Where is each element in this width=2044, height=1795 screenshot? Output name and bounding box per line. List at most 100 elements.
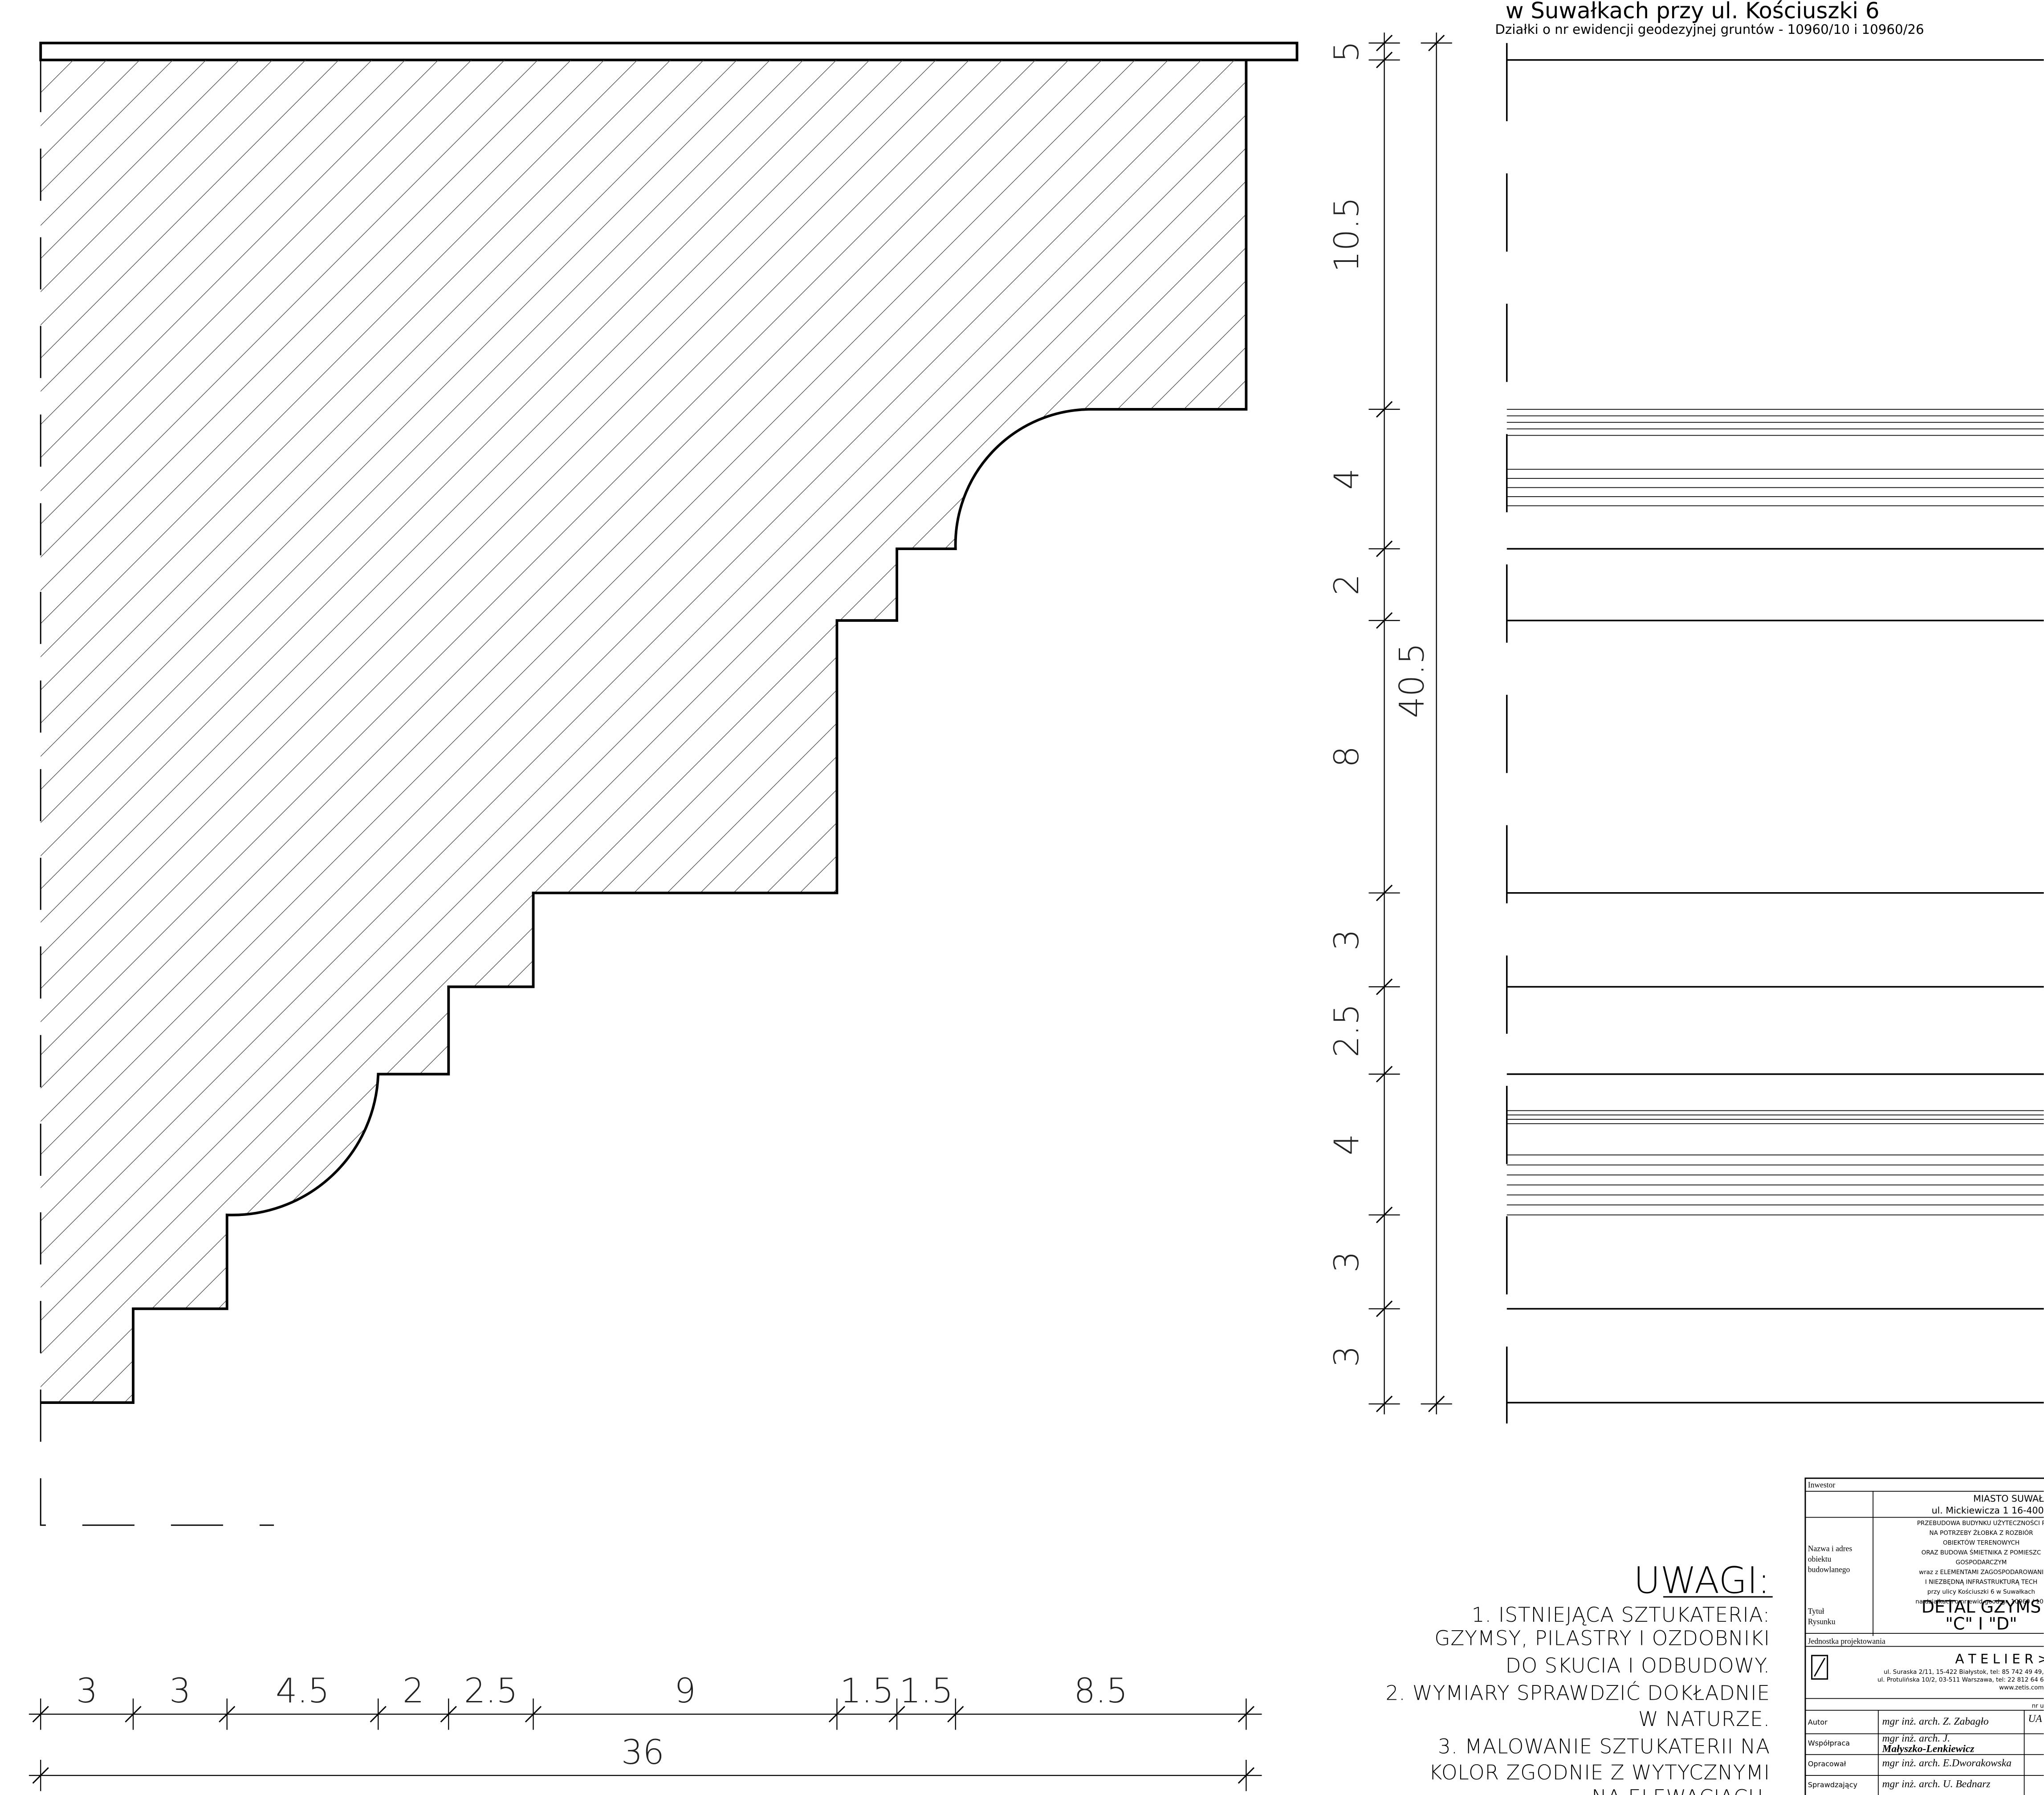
line (219, 1705, 236, 1723)
title-block-text: PRZEBUDOWA BUDYNKU UŻYTECZNOŚCI P (1917, 1519, 2044, 1527)
line (440, 1705, 457, 1723)
line (1376, 401, 1393, 418)
line (370, 1705, 387, 1723)
title-block-text: GOSPODARCZYM (1956, 1559, 2007, 1566)
title-block-text: UA (2028, 1713, 2042, 1725)
title-block-text: Opracował (1808, 1760, 1846, 1768)
title-block-text: ul. Protulińska 10/2, 03-511 Warszawa, t… (1877, 1676, 2044, 1683)
note-line: NA ELEWACJACH. (1592, 1785, 1770, 1795)
hatch (41, 60, 1246, 1403)
header-line: w Suwałkach przy ul. Kościuszki 6 (1506, 0, 1880, 24)
line (125, 1705, 142, 1723)
line (525, 1705, 542, 1723)
title-block-text: na działkach o nr ewid.geod.gr. 10960 / … (1915, 1599, 2044, 1605)
dimension-label: 3 (76, 1671, 98, 1710)
title-block-text: NA POTRZEBY ŻŁOBKA Z ROZBIÓR (1930, 1529, 2033, 1537)
title-block-text: mgr inż. arch. Z. Zabagło (1882, 1716, 1989, 1727)
title-block-text: OBIEKTÓW TERENOWYCH (1943, 1538, 2020, 1546)
title-block-text: ORAZ BUDOWA ŚMIETNIKA Z POMIESZC (1922, 1548, 2041, 1556)
line (1376, 885, 1393, 902)
title-block-text: MIASTO SUWAŁ (1973, 1493, 2044, 1504)
line (1376, 1300, 1393, 1317)
dimension-total: 36 (621, 1732, 664, 1772)
dimension-label: 10.5 (1327, 197, 1366, 272)
line (1238, 1767, 1254, 1784)
title-block-text: I NIEZBĘDNĄ INFRASTRUKTURĄ TECH (1925, 1579, 2037, 1586)
dimension-label: 8 (1327, 746, 1366, 767)
line (1376, 540, 1393, 557)
dimension-label: 2.5 (1327, 1004, 1366, 1057)
title-block-text: Autor (1808, 1718, 1828, 1726)
line (1376, 612, 1393, 629)
title-block-text: www.zetis.com (1999, 1685, 2044, 1691)
title-block-text: Tytuł Rysunku (1808, 1607, 1836, 1626)
line (32, 1767, 49, 1784)
dimension-label: 3 (1327, 929, 1366, 951)
dimension-label: 5 (1327, 41, 1366, 62)
title-block-text: wraz z ELEMENTAMI ZAGOSPODAROWANI (1919, 1569, 2044, 1576)
note-line: 2. WYMIARY SPRAWDZIĆ DOKŁADNIE (1386, 1681, 1770, 1705)
title-block-text: ul. Suraska 2/11, 15-422 Białystok, tel:… (1884, 1669, 2044, 1676)
line (828, 1705, 846, 1723)
elevation (1506, 43, 2044, 1424)
dimensions: 5 10.5 4 2 8 3 2.5 4 3 3 40.5 3 3 4.5 2 2.5 9 1.5 1.5 8.5 36 (29, 33, 1452, 1791)
title-block-text: Nazwa i adres obiektu budowlanego (1808, 1544, 1853, 1574)
line (1376, 978, 1393, 995)
profile (41, 60, 1248, 1404)
title-block-text: A T E L I E R >> (1955, 1651, 2044, 1666)
logo (1814, 1657, 1826, 1677)
line (1376, 34, 1393, 52)
dimension-label: 3 (1327, 1346, 1366, 1367)
title-block-text: Inwestor (1808, 1480, 1836, 1489)
dimension-label: 1.5 (899, 1671, 953, 1710)
notes-title: UWAGI: (1634, 1559, 1770, 1602)
notes: 1. ISTNIEJĄCA SZTUKATERIA:GZYMSY, PILAST… (1386, 1603, 1770, 1795)
axis-line (40, 60, 274, 1526)
line (1376, 1395, 1393, 1412)
line (32, 1705, 49, 1723)
title-block-text: DETAL GZYMS (1922, 1597, 2041, 1616)
title-block-text: Sprawdzający (1808, 1780, 1858, 1789)
title-block-text: przy ulicy Kościuszki 6 w Suwałkach (1927, 1588, 2035, 1595)
line (947, 1705, 964, 1723)
dimension-label: 2 (1327, 574, 1366, 595)
line (1428, 1395, 1445, 1412)
note-line: KOLOR ZGODNIE Z WYTYCZNYMI (1429, 1761, 1770, 1784)
title-block-text: mgr inż. arch. U. Bednarz (1882, 1778, 1991, 1790)
dimension-label: 8.5 (1074, 1671, 1128, 1710)
line (1376, 52, 1393, 69)
title-block-text: "C" I "D" (1945, 1614, 2017, 1633)
dimension-label: 2.5 (464, 1671, 518, 1710)
dimension-total: 40.5 (1392, 643, 1431, 718)
dimension-label: 4 (1327, 468, 1366, 490)
title-block-text: Jednostka projektowania (1808, 1637, 1885, 1646)
title-block-text: ul. Mickiewicza 1 16-400 (1932, 1505, 2044, 1516)
title-block-text: nr u (2032, 1703, 2044, 1709)
title-block-text: mgr inż. arch. J. Małyszko-Lenkiewicz (1882, 1733, 1975, 1754)
line (888, 1705, 905, 1723)
title-block-text: Współpraca (1808, 1739, 1850, 1747)
header-line: Działki o nr ewidencji geodezyjnej grunt… (1495, 22, 1924, 37)
board (39, 41, 1299, 61)
line (1428, 34, 1445, 52)
dimension-label: 4.5 (276, 1671, 330, 1710)
dimension-label: 2 (403, 1671, 424, 1710)
line (1376, 1065, 1393, 1083)
dimension-label: 1.5 (840, 1671, 894, 1710)
dimension-label: 3 (169, 1671, 191, 1710)
title-block-text: mgr inż. arch. E.Dworakowska (1882, 1758, 2011, 1769)
dimension-label: 3 (1327, 1251, 1366, 1273)
note-line: W NATURZE. (1638, 1707, 1770, 1731)
note-line: DO SKUCIA I ODBUDOWY. (1506, 1654, 1770, 1677)
note-line: 1. ISTNIEJĄCA SZTUKATERIA: (1472, 1603, 1770, 1627)
line (1376, 1207, 1393, 1224)
dimension-label: 4 (1327, 1134, 1366, 1155)
logo (1811, 1655, 1828, 1680)
line (1238, 1705, 1254, 1723)
note-line: GZYMSY, PILASTRY I OZDOBNIKI (1434, 1626, 1770, 1650)
note-line: 3. MALOWANIE SZTUKATERII NA (1438, 1734, 1770, 1758)
dimension-label: 9 (674, 1671, 696, 1710)
